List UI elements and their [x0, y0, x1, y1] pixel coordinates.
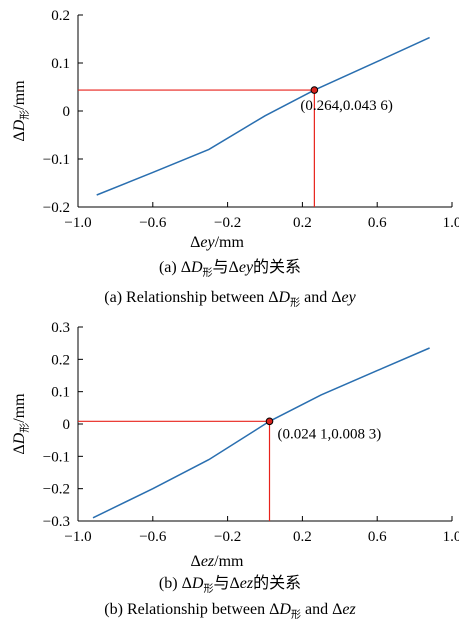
- y-tick-label: 0.3: [51, 320, 70, 336]
- y-tick-label: −0.1: [43, 152, 70, 168]
- caption-chinese: (a) ΔD形与Δey的关系: [159, 258, 301, 279]
- x-tick-label: 0.2: [293, 529, 312, 545]
- x-tick-label: −0.2: [214, 529, 241, 545]
- caption-chinese: (b) ΔD形与Δez的关系: [159, 574, 301, 595]
- x-tick-label: −0.2: [214, 215, 241, 231]
- x-tick-label: −1.0: [64, 215, 91, 231]
- y-axis-label: ΔD形/mm: [11, 80, 31, 142]
- x-tick-label: 1.0: [443, 529, 459, 545]
- y-tick-label: 0.2: [51, 8, 70, 24]
- x-tick-label: 0.6: [368, 215, 387, 231]
- y-tick-label: −0.1: [43, 449, 70, 465]
- y-tick-label: 0: [63, 417, 71, 433]
- y-tick-label: −0.3: [43, 514, 70, 530]
- x-tick-label: −0.6: [139, 215, 167, 231]
- y-tick-label: −0.2: [43, 200, 70, 216]
- series-line: [96, 36, 430, 196]
- highlight-point: [265, 417, 274, 426]
- highlight-point: [310, 86, 319, 94]
- caption-english: (a) Relationship between ΔD形 and Δey: [104, 289, 356, 309]
- y-tick-label: −0.2: [43, 482, 70, 498]
- highlight-label: (0.024 1,0.008 3): [278, 426, 382, 442]
- x-axis-label: Δey/mm: [190, 234, 244, 251]
- x-tick-label: 0.6: [368, 529, 387, 545]
- y-tick-label: 0.1: [51, 385, 70, 401]
- x-tick-label: 0.2: [293, 215, 312, 231]
- caption-english: (b) Relationship between ΔD形 and Δez: [104, 601, 356, 621]
- y-tick-label: 0.2: [51, 352, 70, 368]
- x-tick-label: 1.0: [443, 215, 459, 231]
- y-tick-label: 0.1: [51, 56, 70, 72]
- x-axis-label: Δez/mm: [191, 553, 245, 570]
- x-tick-label: −0.6: [139, 529, 167, 545]
- y-tick-label: 0: [63, 104, 71, 120]
- chart-a: −1.0 −0.6 −0.2 0.2 0.6 1.0 −0.2 −0.1 0 0.1 0.2 (0.2…: [11, 8, 459, 309]
- highlight-label: (0.264,0.043 6): [300, 98, 393, 114]
- y-axis-label: ΔD形/mm: [11, 393, 31, 455]
- chart-b: −1.0 −0.6 −0.2 0.2 0.6 1.0 −0.3 −0.2 −0.1 0 0.1 0.2…: [11, 320, 459, 621]
- x-tick-label: −1.0: [64, 529, 91, 545]
